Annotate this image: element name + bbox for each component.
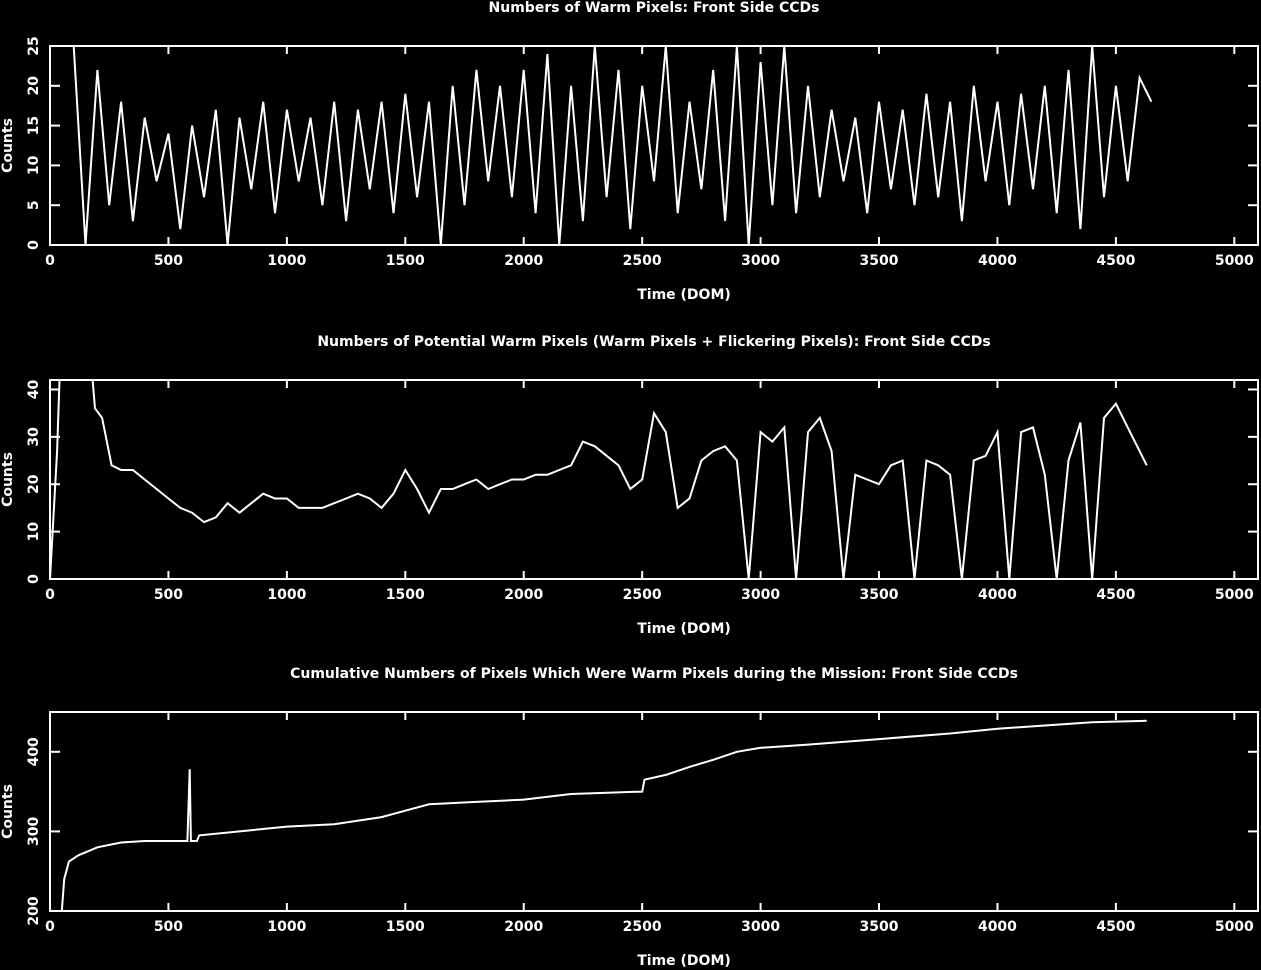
- x-tick-label: 4000: [978, 587, 1017, 603]
- x-axis-label: Time (DOM): [637, 953, 731, 969]
- x-tick-label: 1000: [267, 919, 306, 935]
- x-tick-label: 1500: [386, 253, 425, 269]
- y-tick-label: 200: [26, 896, 42, 925]
- x-tick-label: 0: [45, 919, 55, 935]
- y-tick-label: 300: [26, 817, 42, 846]
- x-tick-label: 4000: [978, 253, 1017, 269]
- plot-frame: [49, 379, 1259, 580]
- x-tick-label: 4500: [1096, 587, 1135, 603]
- x-tick-label: 4500: [1096, 253, 1135, 269]
- y-tick-label: 30: [26, 427, 42, 447]
- y-axis-label: Counts: [0, 784, 16, 839]
- x-tick-label: 2000: [504, 253, 543, 269]
- x-tick-label: 0: [45, 253, 55, 269]
- y-tick-label: 40: [26, 379, 42, 399]
- data-line: [49, 379, 1148, 580]
- y-tick-label: 25: [26, 36, 42, 55]
- x-tick-label: 4500: [1096, 919, 1135, 935]
- chart-title: Numbers of Potential Warm Pixels (Warm P…: [317, 334, 990, 350]
- chart-title: Numbers of Warm Pixels: Front Side CCDs: [489, 0, 820, 16]
- y-axis-label: Counts: [0, 452, 16, 507]
- y-tick-label: 10: [26, 155, 42, 175]
- x-tick-label: 4000: [978, 919, 1017, 935]
- x-tick-label: 500: [154, 587, 183, 603]
- plot-frame: [49, 45, 1259, 246]
- x-axis-label: Time (DOM): [637, 621, 731, 637]
- data-line: [72, 45, 1153, 246]
- x-tick-label: 5000: [1215, 587, 1254, 603]
- y-tick-label: 10: [26, 522, 42, 542]
- x-tick-label: 3000: [741, 919, 780, 935]
- x-axis-label: Time (DOM): [637, 287, 731, 303]
- x-tick-label: 1500: [386, 919, 425, 935]
- x-tick-label: 2500: [623, 253, 662, 269]
- data-line: [60, 719, 1147, 912]
- x-tick-label: 5000: [1215, 253, 1254, 269]
- plot-frame: [49, 711, 1259, 912]
- x-tick-label: 3000: [741, 587, 780, 603]
- x-tick-label: 1000: [267, 587, 306, 603]
- x-tick-label: 0: [45, 587, 55, 603]
- x-tick-label: 1500: [386, 587, 425, 603]
- y-tick-label: 20: [26, 474, 42, 494]
- x-tick-label: 2500: [623, 919, 662, 935]
- chart-title: Cumulative Numbers of Pixels Which Were …: [290, 666, 1018, 682]
- x-tick-label: 2000: [504, 919, 543, 935]
- x-tick-label: 1000: [267, 253, 306, 269]
- x-tick-label: 500: [154, 253, 183, 269]
- x-tick-label: 3000: [741, 253, 780, 269]
- y-tick-label: 0: [26, 574, 42, 584]
- x-tick-label: 3500: [860, 919, 899, 935]
- x-tick-label: 5000: [1215, 919, 1254, 935]
- y-axis-label: Counts: [0, 118, 16, 173]
- x-tick-label: 3500: [860, 253, 899, 269]
- x-tick-label: 3500: [860, 587, 899, 603]
- y-tick-label: 5: [26, 200, 42, 210]
- y-tick-label: 15: [26, 116, 42, 135]
- x-tick-label: 2500: [623, 587, 662, 603]
- y-tick-label: 20: [26, 76, 42, 96]
- y-tick-label: 0: [26, 240, 42, 250]
- x-tick-label: 500: [154, 919, 183, 935]
- y-tick-label: 400: [26, 737, 42, 766]
- x-tick-label: 2000: [504, 587, 543, 603]
